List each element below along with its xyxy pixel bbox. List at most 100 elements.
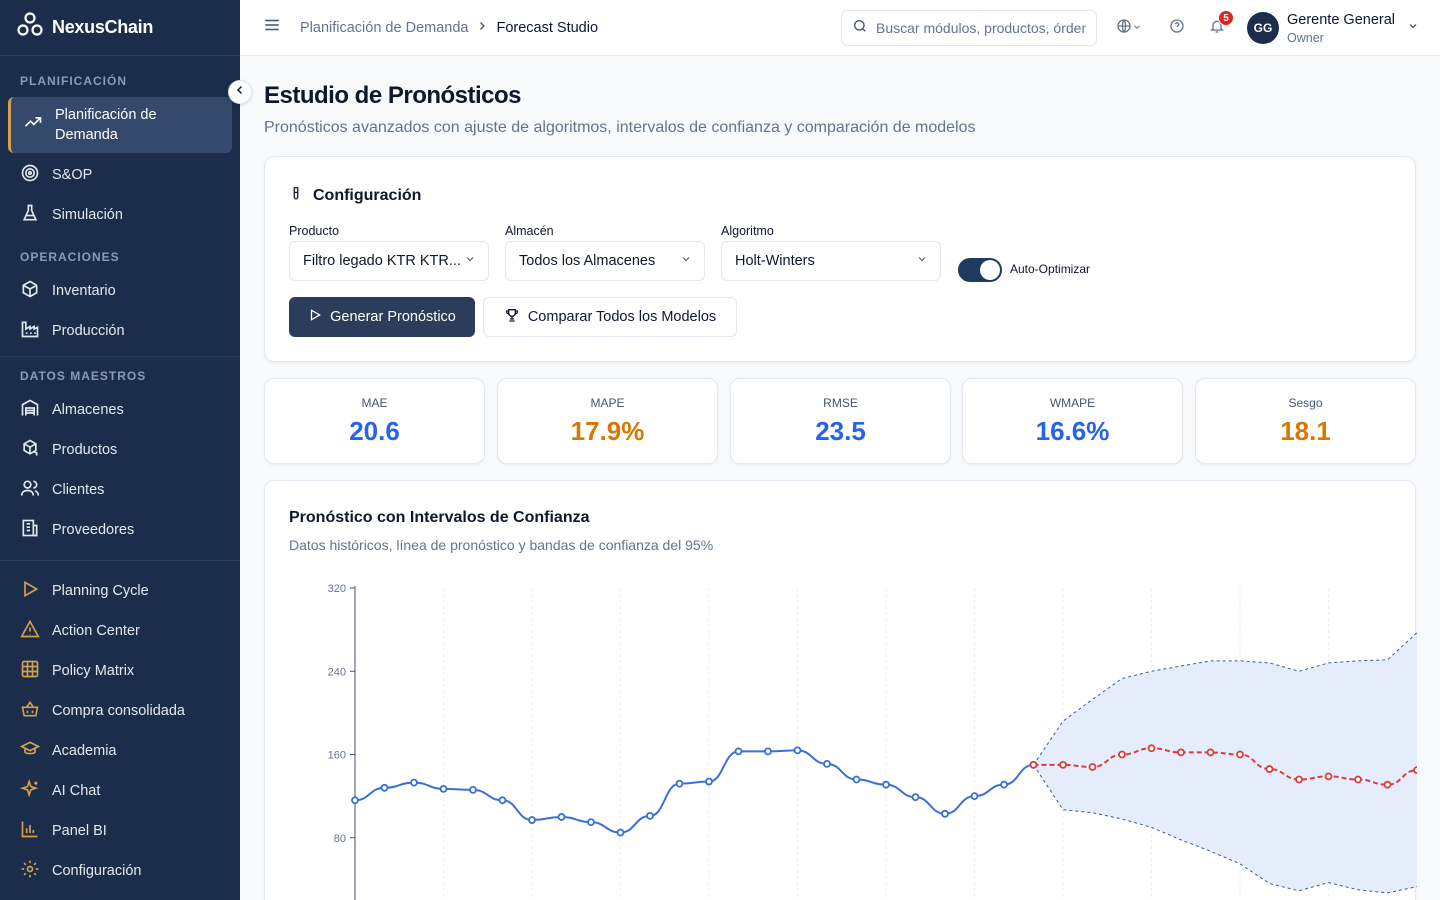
top-header: Planificación de Demanda Forecast Studio… — [240, 0, 1440, 56]
historical-point — [882, 780, 890, 789]
building-icon — [20, 518, 40, 542]
collapse-sidebar-button[interactable] — [228, 80, 252, 104]
sidebar-item-label: Action Center — [52, 623, 140, 639]
sidebar-item-label: Productos — [52, 442, 118, 458]
metric-value: 17.9% — [570, 416, 645, 446]
user-name[interactable]: Gerente General — [1287, 12, 1396, 28]
historical-point — [705, 777, 713, 786]
sidebar-item-configuracion[interactable]: Configuración — [0, 851, 240, 891]
sidebar-item-panel-bi[interactable]: Panel BI — [0, 811, 240, 851]
auto-optimize-toggle[interactable] — [958, 258, 1002, 282]
sidebar-item-almacenes[interactable]: Almacenes — [0, 390, 240, 430]
forecast-point — [1029, 761, 1038, 769]
warehouse-select[interactable]: Todos los Almacenes — [505, 241, 705, 281]
upper-bound-line — [1033, 631, 1417, 766]
config-title-label: Configuración — [313, 186, 422, 204]
metric-label: MAPE — [590, 396, 625, 410]
metric-label: MAE — [361, 396, 388, 410]
forecast-point — [1295, 775, 1303, 784]
sidebar-item-label: Panel BI — [52, 823, 107, 839]
sidebar-item-ai-chat[interactable]: AI Chat — [0, 771, 240, 811]
chart-title: Pronóstico con Intervalos de Confianza — [289, 509, 590, 526]
sidebar-item-policy-matrix[interactable]: Policy Matrix — [0, 651, 240, 691]
sidebar-item-label: Configuración — [52, 863, 142, 879]
historical-point — [557, 813, 566, 821]
historical-line — [354, 749, 1034, 834]
sidebar-item-productos[interactable]: Productos — [0, 430, 240, 470]
algorithm-select-value: Holt-Winters — [735, 253, 815, 269]
historical-point — [793, 746, 802, 755]
warehouse-icon — [20, 398, 40, 422]
avatar[interactable]: GG — [1247, 12, 1279, 44]
metric-value: 16.6% — [1035, 416, 1110, 446]
sidebar-item-compra-consolidada[interactable]: Compra consolidada — [0, 691, 240, 731]
historical-point — [469, 785, 477, 794]
warehouse-select-value: Todos los Almacenes — [519, 253, 656, 269]
sidebar-item-academia[interactable]: Academia — [0, 731, 240, 771]
nav-section-datos-maestros: DATOS MAESTROS — [20, 369, 147, 383]
play-icon — [308, 308, 322, 326]
forecast-point — [1265, 765, 1274, 773]
forecast-chart: 320 240 160 80 — [328, 583, 1417, 900]
auto-optimize-label: Auto-Optimizar — [1010, 262, 1091, 276]
help-button[interactable] — [1167, 18, 1187, 38]
sidebar-item-label: AI Chat — [52, 783, 101, 799]
historical-point — [911, 793, 920, 802]
sidebar-item-proveedores[interactable]: Proveedores — [0, 510, 240, 550]
notification-badge: 5 — [1218, 10, 1234, 26]
compare-models-label: Comparar Todos los Modelos — [527, 309, 717, 325]
compare-models-button[interactable]: Comparar Todos los Modelos — [483, 297, 737, 337]
confidence-band — [1033, 632, 1417, 893]
sidebar-item-label: Clientes — [52, 482, 105, 498]
breadcrumb-item[interactable]: Planificación de Demanda — [300, 19, 469, 36]
language-button[interactable] — [1113, 18, 1145, 38]
algorithm-select[interactable]: Holt-Winters — [721, 241, 941, 281]
sidebar-item-label: Compra consolidada — [52, 703, 185, 719]
help-circle-icon — [1169, 18, 1185, 39]
sidebar-item-sop[interactable]: S&OP — [0, 155, 240, 195]
breadcrumb: Planificación de Demanda Forecast Studio — [300, 20, 598, 36]
y-tick-label: 160 — [328, 750, 346, 762]
menu-button[interactable] — [262, 18, 282, 38]
forecast-point — [1413, 766, 1417, 775]
nav-section-planificacion: PLANIFICACIÓN — [20, 74, 127, 88]
brand[interactable]: NexusChain — [0, 0, 240, 56]
chevron-down-icon — [1132, 19, 1142, 37]
sparkles-icon — [19, 778, 40, 803]
sidebar-item-inventario[interactable]: Inventario — [0, 271, 240, 311]
sidebar-item-simulacion[interactable]: Simulación — [0, 195, 240, 235]
forecast-point — [1088, 763, 1097, 771]
gear-icon — [20, 859, 40, 883]
search-input[interactable] — [876, 20, 1086, 36]
historical-point — [823, 759, 831, 768]
metric-label: WMAPE — [1049, 396, 1096, 410]
factory-icon — [20, 319, 40, 343]
sidebar-item-clientes[interactable]: Clientes — [0, 470, 240, 510]
search-box[interactable] — [841, 10, 1097, 46]
sidebar-item-produccion[interactable]: Producción — [0, 311, 240, 351]
historical-point — [970, 792, 979, 801]
metric-value: 18.1 — [1280, 416, 1331, 446]
sidebar-item-label: Proveedores — [52, 522, 135, 538]
search-icon — [852, 18, 868, 39]
product-select[interactable]: Filtro legado KTR KTR... — [289, 241, 489, 281]
config-title: Configuración — [289, 185, 421, 206]
historical-point — [1000, 780, 1008, 789]
forecast-point — [1383, 780, 1392, 789]
product-label: Producto — [289, 224, 340, 238]
chevron-down-icon — [916, 253, 928, 269]
bar-chart-icon — [20, 819, 40, 843]
user-menu-button[interactable] — [1403, 18, 1423, 38]
sidebar-item-planning-cycle[interactable]: Planning Cycle — [0, 571, 240, 611]
sidebar-item-planificacion-demanda[interactable]: Planificación de Demanda — [8, 97, 232, 153]
historical-point — [380, 783, 389, 792]
forecast-chart-card: Pronóstico con Intervalos de Confianza D… — [264, 480, 1417, 900]
breadcrumb-current: Forecast Studio — [496, 19, 599, 36]
y-tick-label: 80 — [334, 833, 346, 845]
sidebar-item-action-center[interactable]: Action Center — [0, 611, 240, 651]
historical-point — [498, 796, 507, 805]
graduation-cap-icon — [19, 739, 41, 763]
metric-value: 23.5 — [815, 416, 866, 446]
generate-forecast-button[interactable]: Generar Pronóstico — [289, 297, 475, 337]
sidebar-item-label: Simulación — [52, 207, 123, 223]
